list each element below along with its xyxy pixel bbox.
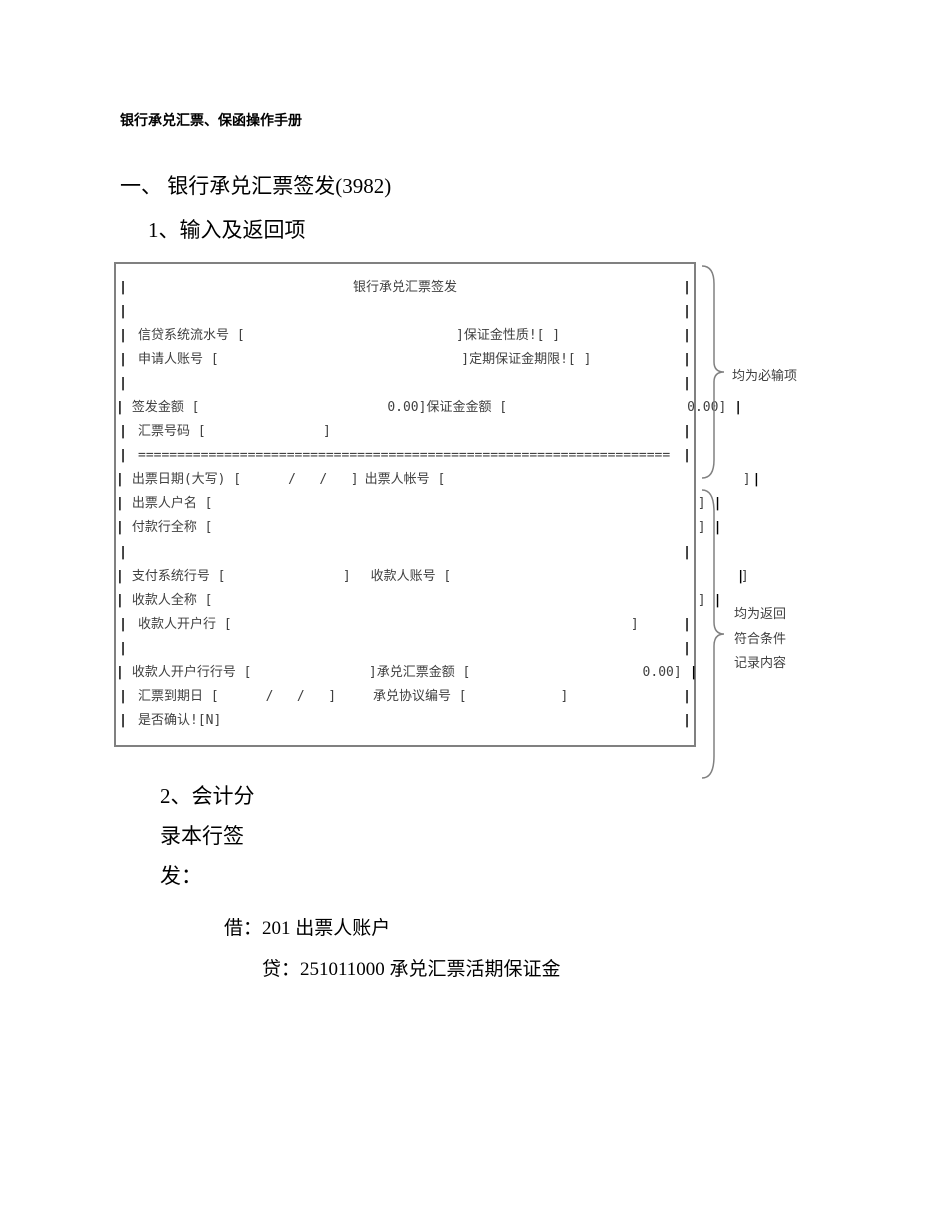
divider: ========================================… xyxy=(130,444,680,468)
brace-top-icon xyxy=(698,264,726,480)
sub2-line3: 发： xyxy=(160,857,280,897)
payee-account-field: 收款人账号 [ ] xyxy=(371,565,749,589)
drawer-account-field: 出票人帐号 [ ] xyxy=(365,468,751,492)
annotation-return-1: 均为返回 xyxy=(734,602,786,627)
payee-bank-no-field: 收款人开户行行号 [ ] xyxy=(132,661,377,685)
form-box: |银行承兑汇票签发| | | | 信贷系统流水号 [ ] 保证金性质![ ] |… xyxy=(114,262,696,747)
section-1-title: 一、 银行承兑汇票签发(3982) xyxy=(120,170,830,200)
payee-bank-field: 收款人开户行 [ ] xyxy=(130,613,680,637)
annotation-return-3: 记录内容 xyxy=(734,651,786,676)
document-title: 银行承兑汇票、保函操作手册 xyxy=(120,110,830,130)
section-code: (3982) xyxy=(335,174,391,198)
brace-bottom-icon xyxy=(698,488,726,780)
applicant-account-field: 申请人账号 [ ] xyxy=(138,348,469,372)
sub-heading-2: 2、会计分 录本行签 发： xyxy=(160,777,280,897)
section-number: 一、 xyxy=(120,174,162,198)
payee-name-field: 收款人全称 [ ] xyxy=(124,589,714,613)
form-container: |银行承兑汇票签发| | | | 信贷系统流水号 [ ] 保证金性质![ ] |… xyxy=(114,262,834,747)
guarantee-nature-field: 保证金性质![ ] xyxy=(464,324,560,348)
deposit-amount-field: 保证金金额 [ 0.00] xyxy=(426,396,726,420)
sub-heading-1: 1、输入及返回项 xyxy=(148,214,830,244)
deposit-period-field: 定期保证金期限![ ] xyxy=(469,348,591,372)
accounting-credit: 贷：251011000 承兑汇票活期保证金 xyxy=(262,954,830,981)
bill-number-field: 汇票号码 [ ] xyxy=(130,420,680,444)
form-title: 银行承兑汇票签发 xyxy=(130,276,680,300)
drawer-name-field: 出票人户名 [ ] xyxy=(124,492,714,516)
annotation-return-2: 符合条件 xyxy=(734,627,786,652)
annotation-required: 均为必输项 xyxy=(732,365,797,384)
sub2-line2: 录本行签 xyxy=(160,817,280,857)
annotation-return: 均为返回 符合条件 记录内容 xyxy=(734,602,786,676)
payer-bank-field: 付款行全称 [ ] xyxy=(124,516,714,540)
issue-amount-field: 签发金额 [ 0.00] xyxy=(132,396,427,420)
issue-date-field: 出票日期(大写) [ / / ] xyxy=(132,468,365,492)
sub2-line1: 2、会计分 xyxy=(160,777,280,817)
accounting-debit: 借：201 出票人账户 xyxy=(224,913,830,940)
due-date-field: 汇票到期日 [ / / ] xyxy=(138,685,373,709)
section-text: 银行承兑汇票签发 xyxy=(167,174,335,198)
accept-amount-field: 承兑汇票金额 [ 0.00] xyxy=(377,661,682,685)
agreement-no-field: 承兑协议编号 [ ] xyxy=(373,685,568,709)
confirm-field: 是否确认![N] xyxy=(130,709,680,733)
pay-system-bank-field: 支付系统行号 [ ] xyxy=(132,565,371,589)
credit-system-field: 信贷系统流水号 [ ] xyxy=(138,324,464,348)
